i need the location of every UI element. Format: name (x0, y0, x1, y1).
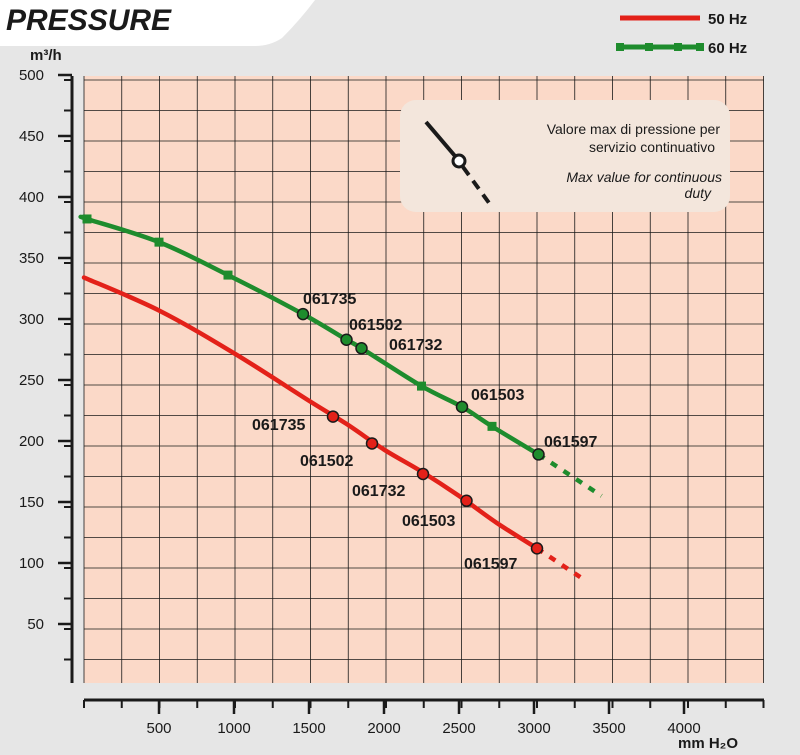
legend-marker (696, 43, 704, 51)
chart-title: PRESSURE (6, 4, 172, 37)
annotation-marker (451, 153, 467, 169)
series-line-50hz (81, 275, 540, 551)
annotation-text-en-1: Max value for continuous (566, 169, 722, 185)
annotation-box (400, 100, 730, 212)
y-tick-label: 50 (27, 616, 44, 633)
series-marker-60hz (154, 237, 164, 247)
series-layer (78, 214, 603, 584)
annotation-line-dashed (461, 165, 494, 209)
model-label-60hz: 061502 (349, 317, 402, 334)
x-axis-label: mm H₂O (678, 735, 738, 752)
model-point-60hz (532, 448, 545, 461)
y-tick-label: 250 (19, 372, 44, 389)
legend-label-60hz: 60 Hz (708, 40, 747, 57)
annotation-text-en-2: duty (685, 185, 712, 201)
model-labels: 061735 061502 061732 061503 061597 061735 0615… (252, 291, 597, 573)
x-tick-label: 3500 (592, 720, 625, 737)
y-tick-label: 450 (19, 128, 44, 145)
legend-label-50hz: 50 Hz (708, 11, 747, 28)
y-tick-label: 200 (19, 433, 44, 450)
model-point-60hz (455, 400, 469, 414)
model-point-60hz (340, 333, 353, 346)
model-label-50hz: 061735 (252, 417, 305, 434)
model-point-50hz (326, 410, 340, 423)
x-tick-label: 2500 (442, 720, 475, 737)
series-marker-60hz (417, 381, 426, 391)
y-axis-label: m³/h (30, 47, 62, 64)
legend: 50 Hz 60 Hz (616, 11, 747, 57)
legend-marker (674, 43, 682, 51)
series-dashed-60hz (537, 452, 603, 498)
y-tick-label: 100 (19, 555, 44, 572)
annotation-line-solid (424, 120, 457, 158)
model-label-60hz: 061503 (471, 387, 524, 404)
legend-marker (616, 43, 624, 51)
x-tick-label: 1000 (217, 720, 250, 737)
x-tick-label: 3000 (517, 720, 550, 737)
annotation-text-it-2: servizio continuativo (589, 139, 715, 155)
model-point-50hz (365, 437, 379, 450)
series-marker-60hz (487, 421, 497, 431)
model-point-60hz (296, 307, 310, 321)
title-tab (0, 0, 315, 46)
model-point-50hz (530, 542, 544, 555)
y-tick-label: 350 (19, 250, 44, 267)
model-label-50hz: 061503 (402, 513, 455, 530)
series-marker-60hz (82, 214, 92, 224)
model-point-50hz (460, 494, 473, 508)
model-point-50hz (416, 467, 430, 481)
model-label-60hz: 061735 (303, 291, 356, 308)
annotation: Valore max di pressione per servizio con… (400, 100, 730, 212)
y-tick-label: 300 (19, 311, 44, 328)
y-tick-label: 150 (19, 494, 44, 511)
series-dashed-50hz (535, 546, 588, 584)
model-point-60hz (355, 342, 368, 355)
model-label-60hz: 061732 (389, 337, 442, 354)
legend-marker (645, 43, 653, 51)
x-ticks: 500 1000 1500 2000 2500 3000 3500 4000 (83, 700, 765, 737)
model-label-50hz: 061597 (464, 556, 517, 573)
x-tick-label: 4000 (667, 720, 700, 737)
y-ticks: 50 100 150 200 250 300 350 400 450 500 (19, 67, 72, 661)
y-tick-label: 400 (19, 189, 44, 206)
annotation-text-it-1: Valore max di pressione per (547, 121, 721, 137)
model-label-50hz: 061502 (300, 453, 353, 470)
series-marker-60hz (223, 270, 233, 280)
x-tick-label: 1500 (292, 720, 325, 737)
x-tick-label: 2000 (367, 720, 400, 737)
model-label-60hz: 061597 (544, 434, 597, 451)
model-label-50hz: 061732 (352, 483, 405, 500)
y-tick-label: 500 (19, 67, 44, 84)
x-tick-label: 500 (146, 720, 171, 737)
